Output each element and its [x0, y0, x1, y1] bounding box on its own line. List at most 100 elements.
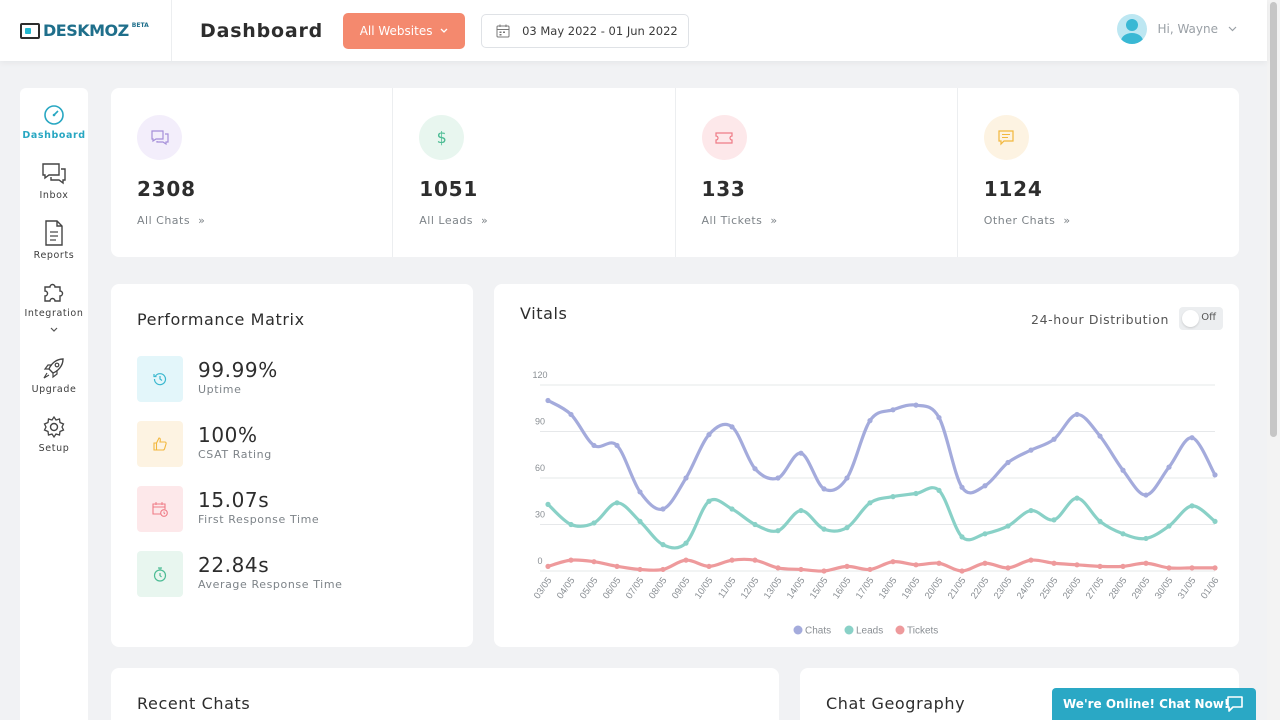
data-point [1097, 433, 1103, 439]
data-point [775, 475, 781, 481]
logo-beta-badge: BETA [131, 22, 149, 29]
data-point [959, 534, 965, 540]
data-point [959, 568, 965, 574]
sidebar-item-reports[interactable]: Reports [20, 220, 88, 261]
y-tick-label: 0 [537, 556, 542, 566]
stat-label: All Tickets» [701, 214, 778, 227]
monitor-icon [20, 22, 40, 39]
x-tick-label: 17/05 [854, 575, 877, 601]
data-point [1143, 560, 1149, 566]
stat-value: 133 [701, 177, 746, 201]
distribution-label: 24-hour Distribution [1031, 312, 1169, 327]
data-point [1097, 518, 1103, 524]
data-point [1120, 563, 1126, 569]
sidebar-item-setup[interactable]: Setup [20, 415, 88, 454]
stat-all-leads[interactable]: $ 1051 All Leads» [393, 88, 676, 257]
metric-label: Uptime [198, 383, 242, 396]
card-title: Recent Chats [137, 694, 251, 713]
metric-avg-response: 22.84s Average Response Time [137, 551, 343, 597]
scrollbar-thumb[interactable] [1270, 2, 1277, 437]
user-menu[interactable]: Hi, Wayne [1117, 14, 1237, 44]
data-point [568, 557, 574, 563]
data-point [844, 475, 850, 481]
speedometer-icon [44, 105, 64, 125]
page-scrollbar[interactable] [1267, 0, 1280, 720]
x-tick-label: 20/05 [923, 575, 946, 601]
data-point [1212, 565, 1218, 571]
sidebar-item-upgrade[interactable]: Upgrade [20, 356, 88, 395]
data-point [1097, 563, 1103, 569]
data-point [959, 484, 965, 490]
calendar-clock-icon [137, 486, 183, 532]
date-range-picker[interactable]: 03 May 2022 - 01 Jun 2022 [481, 13, 690, 48]
data-point [660, 542, 666, 548]
data-point [1028, 507, 1034, 514]
data-point [798, 507, 804, 514]
x-tick-label: 23/05 [992, 575, 1015, 601]
data-point [821, 526, 827, 532]
deskmoz-logo[interactable]: DESKMOZ BETA [0, 0, 172, 61]
data-point [890, 407, 896, 413]
chat-icon [137, 115, 182, 160]
data-point [775, 528, 781, 534]
metric-first-response: 15.07s First Response Time [137, 486, 319, 532]
sidebar-item-dashboard[interactable]: Dashboard [20, 102, 88, 141]
website-select-button[interactable]: All Websites [343, 12, 466, 49]
x-tick-label: 06/05 [601, 575, 624, 601]
series-line-tickets [546, 557, 1217, 573]
data-point [867, 500, 873, 506]
stat-all-chats[interactable]: 2308 All Chats» [111, 88, 394, 257]
data-point [1120, 531, 1126, 537]
data-point [1189, 503, 1195, 509]
stat-label: All Chats» [137, 214, 206, 227]
live-chat-widget[interactable]: We're Online! Chat Now! [1052, 688, 1256, 720]
data-point [1143, 535, 1149, 542]
sidebar-item-label: Integration [24, 308, 84, 319]
data-point [798, 566, 804, 573]
sidebar-item-label: Inbox [39, 190, 69, 201]
sidebar-item-label: Upgrade [31, 384, 77, 395]
card-title: Vitals [520, 304, 568, 323]
data-point [729, 506, 735, 512]
sidebar-item-label: Dashboard [22, 130, 86, 141]
sidebar-item-inbox[interactable]: Inbox [20, 162, 88, 201]
vitals-card: 0 30 60 90 120 03/05 04/05 05/05 06/05 07/05 08/05… [494, 284, 1239, 647]
x-tick-label: 13/05 [762, 575, 785, 601]
chat-widget-label: We're Online! Chat Now! [1063, 697, 1230, 711]
legend-marker [895, 625, 905, 635]
sidebar-item-integration[interactable]: Integration [20, 280, 88, 319]
data-point [1189, 435, 1195, 441]
x-tick-label: 27/05 [1084, 575, 1107, 601]
y-tick-label: 90 [535, 417, 545, 427]
data-point [1120, 467, 1126, 473]
stat-label: All Leads» [419, 214, 489, 227]
metric-label: CSAT Rating [198, 448, 272, 461]
x-tick-label: 22/05 [969, 575, 992, 601]
double-chevron-right-icon: » [481, 214, 489, 227]
chevron-down-icon[interactable] [50, 326, 58, 335]
data-point [1005, 565, 1011, 571]
data-point [844, 563, 850, 569]
data-point [821, 568, 827, 574]
data-point [1189, 565, 1195, 571]
stat-all-tickets[interactable]: 133 All Tickets» [676, 88, 958, 257]
toggle-state: Off [1201, 312, 1216, 323]
stat-other-chats[interactable]: 1124 Other Chats» [958, 88, 1239, 257]
data-point [890, 559, 896, 565]
data-point [913, 402, 919, 408]
card-title: Performance Matrix [137, 310, 305, 329]
data-point [545, 397, 551, 404]
data-point [545, 563, 551, 569]
data-point [936, 560, 942, 566]
x-tick-label: 25/05 [1038, 575, 1061, 601]
y-tick-label: 60 [535, 463, 545, 473]
legend-marker [844, 625, 854, 635]
top-header: DESKMOZ BETA Dashboard All Websites 03 M… [0, 0, 1267, 61]
x-tick-label: 03/05 [532, 575, 555, 601]
metric-csat: 100% CSAT Rating [137, 421, 272, 467]
x-tick-label: 19/05 [900, 575, 923, 601]
data-point [1028, 447, 1034, 453]
data-point [591, 520, 597, 526]
data-point [1212, 518, 1218, 524]
distribution-toggle[interactable]: Off [1179, 307, 1223, 330]
